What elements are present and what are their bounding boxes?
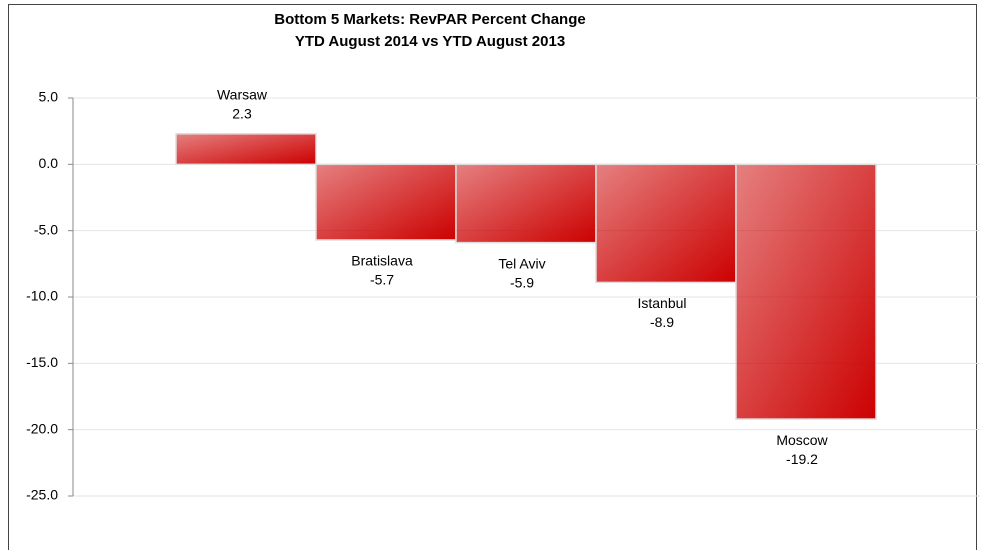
bar bbox=[735, 163, 877, 420]
value-label: -5.7 bbox=[370, 272, 394, 288]
y-tick-label: -20.0 bbox=[26, 420, 58, 436]
chart-frame bbox=[8, 4, 977, 550]
bar bbox=[175, 133, 317, 166]
chart-subtitle: YTD August 2014 vs YTD August 2013 bbox=[295, 33, 565, 50]
bar bbox=[595, 163, 737, 284]
y-tick-label: -15.0 bbox=[26, 354, 58, 370]
bar bbox=[315, 163, 457, 241]
y-tick-label: -10.0 bbox=[26, 288, 58, 304]
category-label: Bratislava bbox=[351, 253, 413, 269]
y-tick-label: 5.0 bbox=[39, 89, 59, 105]
value-label: 2.3 bbox=[232, 106, 252, 122]
y-tick-label: 0.0 bbox=[39, 155, 59, 171]
y-tick-label: -5.0 bbox=[34, 221, 58, 237]
value-label: -5.9 bbox=[510, 274, 534, 290]
category-label: Warsaw bbox=[217, 87, 268, 103]
category-label: Moscow bbox=[776, 432, 828, 448]
value-label: -19.2 bbox=[786, 451, 818, 467]
value-label: -8.9 bbox=[650, 314, 674, 330]
y-tick-label: -25.0 bbox=[26, 487, 58, 503]
chart-title: Bottom 5 Markets: RevPAR Percent Change bbox=[274, 11, 585, 28]
category-label: Tel Aviv bbox=[498, 255, 545, 271]
bar bbox=[455, 163, 597, 244]
category-label: Istanbul bbox=[637, 295, 686, 311]
